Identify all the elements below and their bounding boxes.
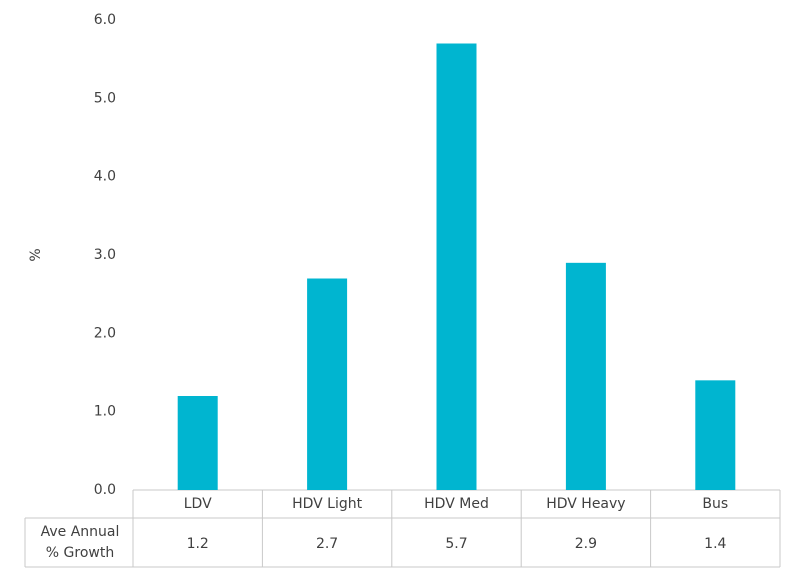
x-tick-label: LDV [184,496,212,512]
y-axis-label: % [28,248,44,261]
bar [565,262,606,490]
bar [307,278,348,490]
table-value: 2.9 [575,536,597,552]
y-tick-label: 5.0 [94,90,116,106]
y-tick-label: 0.0 [94,482,116,498]
table-row-label: % Growth [46,545,114,561]
y-tick-label: 3.0 [94,247,116,263]
y-tick-label: 6.0 [94,12,116,28]
table-row-label: Ave Annual [41,524,120,540]
x-tick-label: HDV Light [292,496,363,512]
x-tick-label: Bus [702,496,728,512]
y-tick-label: 1.0 [94,404,116,420]
table-value: 1.4 [704,536,726,552]
x-tick-label: HDV Heavy [546,496,625,512]
table-value: 5.7 [445,536,467,552]
bar [695,380,736,490]
table-value: 2.7 [316,536,338,552]
y-tick-label: 2.0 [94,325,116,341]
bar [436,43,477,490]
x-tick-label: HDV Med [424,496,489,512]
y-tick-label: 4.0 [94,169,116,185]
table-grid [24,489,780,568]
table-value: 1.2 [187,536,209,552]
bar [177,396,218,490]
